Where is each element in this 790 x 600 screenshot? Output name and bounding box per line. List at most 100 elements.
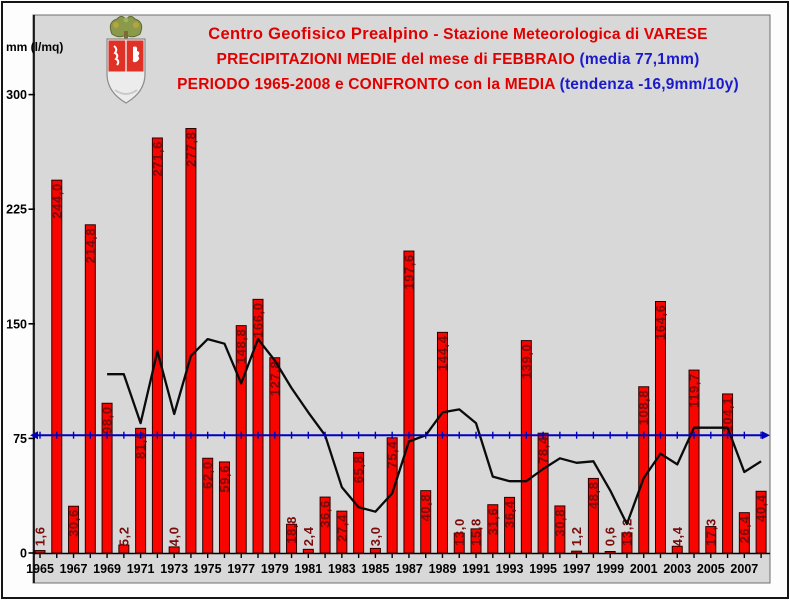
bar-1975 [202, 457, 214, 554]
x-tick-label: 2005 [697, 562, 725, 576]
bar-value-1974: 277,8 [183, 132, 198, 168]
bar-value-1987: 197,6 [401, 254, 416, 290]
title-mean-value: (media 77,1mm) [579, 51, 700, 68]
bar-value-1988: 40,8 [418, 494, 433, 522]
bar-value-2001: 108,8 [636, 390, 651, 426]
bar-value-2003: 4,4 [670, 526, 685, 546]
bar-1983 [336, 510, 348, 554]
bar-value-1977: 148,8 [234, 329, 249, 365]
x-tick-label: 1987 [395, 562, 423, 576]
bar-value-1971: 81,6 [133, 431, 148, 459]
x-tick-label: 1991 [462, 562, 490, 576]
bar-2000 [621, 532, 633, 554]
y-tick-label: 225 [6, 203, 27, 217]
varese-coat-of-arms [106, 15, 146, 104]
bar-1973 [168, 546, 180, 554]
title-subject: PRECIPITAZIONI MEDIE del mese di FEBBRAI… [216, 51, 580, 68]
bar-value-2000: 13,2 [619, 518, 634, 546]
x-tick-label: 2001 [630, 562, 658, 576]
bar-value-1981: 2,4 [301, 526, 316, 546]
bar-value-1976: 59,6 [217, 465, 232, 493]
title-line-3: PERIODO 1965-2008 e CONFRONTO con la MED… [150, 72, 766, 97]
bar-1987 [403, 250, 415, 554]
bar-value-1993: 36,4 [502, 500, 517, 528]
x-tick-label: 1995 [529, 562, 557, 576]
bar-1989 [436, 331, 448, 554]
bar-value-1985: 3,0 [368, 526, 383, 546]
bar-1971 [135, 427, 147, 554]
title-tendency: (tendenza -16,9mm/10y) [559, 76, 739, 93]
bar-1994 [520, 340, 532, 554]
bar-value-1969: 98,0 [100, 406, 115, 434]
bar-value-1998: 48,8 [586, 481, 601, 509]
bar-value-1997: 1,2 [569, 526, 584, 546]
y-tick-label: 75 [13, 432, 27, 446]
title-line-1: Centro Geofisico Prealpino - Stazione Me… [150, 22, 766, 47]
y-axis-unit-label: mm (l/mq) [6, 40, 64, 54]
bar-1972 [151, 137, 163, 554]
x-tick-label: 1977 [227, 562, 255, 576]
x-tick-label: 2007 [730, 562, 758, 576]
x-tick-label: 1997 [563, 562, 591, 576]
bar-value-2004: 119,7 [687, 373, 702, 408]
bar-1980 [286, 523, 298, 554]
y-tick-label: 0 [20, 547, 27, 561]
bar-value-2007: 26,4 [737, 516, 752, 544]
bar-value-1996: 30,8 [552, 509, 567, 537]
x-tick-label: 1969 [93, 562, 121, 576]
x-tick-label: 1993 [496, 562, 524, 576]
bar-value-2008: 40,4 [754, 494, 769, 522]
bar-1981 [302, 548, 314, 554]
bar-1977 [235, 325, 247, 554]
bar-1967 [68, 505, 80, 554]
bar-1993 [504, 496, 516, 554]
bar-2006 [722, 393, 734, 554]
bar-value-1984: 65,8 [351, 456, 366, 484]
bar-1988 [420, 490, 432, 554]
title-organization: Centro Geofisico Prealpino [208, 25, 429, 43]
x-tick-label: 1985 [361, 562, 389, 576]
shield-crest [109, 15, 143, 39]
bar-1990 [453, 532, 465, 554]
bar-value-1965: 1,6 [33, 526, 48, 546]
title-line-2: PRECIPITAZIONI MEDIE del mese di FEBBRAI… [150, 47, 766, 72]
x-tick-label: 1973 [160, 562, 188, 576]
bar-value-1970: 5,2 [116, 526, 131, 546]
bar-value-1999: 0,6 [603, 526, 618, 546]
bar-value-1975: 62,0 [200, 461, 215, 489]
mean-line-right-arrow [762, 431, 770, 440]
bar-1970 [118, 544, 130, 554]
x-tick-label: 1983 [328, 562, 356, 576]
trend-line [107, 337, 762, 526]
bar-value-2006: 104,1 [720, 397, 735, 433]
bar-value-1992: 31,6 [485, 508, 500, 536]
title-station: - Stazione Meteorologica di VARESE [428, 26, 708, 43]
bar-2008 [755, 490, 767, 554]
x-tick-label: 1971 [127, 562, 155, 576]
bar-1999 [604, 551, 616, 554]
bar-1976 [218, 461, 230, 554]
bar-value-1982: 36,6 [318, 500, 333, 528]
bar-1982 [319, 496, 331, 554]
bar-value-1973: 4,0 [167, 526, 182, 546]
bar-value-1967: 30,6 [66, 509, 81, 537]
bar-value-1990: 13,0 [452, 518, 467, 546]
x-tick-label: 1975 [194, 562, 222, 576]
bar-1997 [571, 550, 583, 554]
bar-2007 [738, 512, 750, 554]
bar-2002 [654, 300, 666, 554]
bar-value-1989: 144,4 [435, 335, 450, 371]
bar-1996 [554, 505, 566, 554]
bar-value-2002: 164,6 [653, 305, 668, 341]
bar-value-1966: 244,0 [49, 183, 64, 219]
bar-value-1986: 75,4 [385, 441, 400, 469]
bar-value-2005: 17,3 [703, 518, 718, 546]
bar-1966 [51, 179, 63, 554]
bar-1968 [84, 224, 96, 554]
y-tick-label: 150 [6, 317, 27, 331]
bar-2004 [688, 369, 700, 554]
bar-value-1991: 15,8 [469, 518, 484, 546]
bar-value-1979: 127,8 [267, 361, 282, 397]
